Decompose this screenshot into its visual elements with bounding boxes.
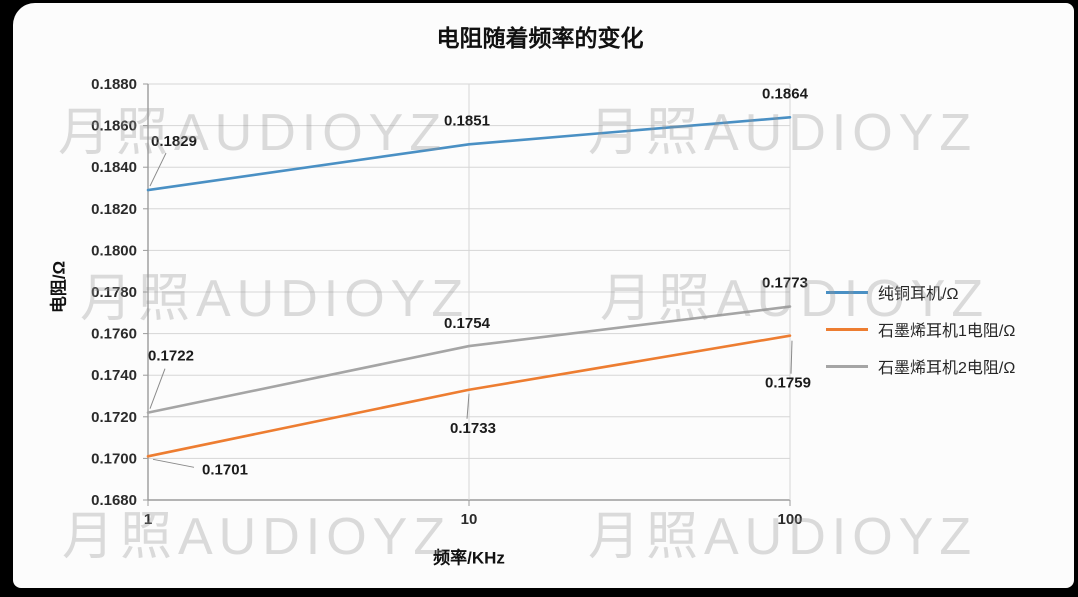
y-tick-label: 0.1820 [91,201,137,218]
chart-canvas [13,3,1074,588]
legend-item-copper: 纯铜耳机/Ω [826,280,1015,304]
data-label-leader [466,393,470,419]
legend-item-graphene-1: 石墨烯耳机1电阻/Ω [826,317,1015,341]
data-label: 0.1773 [762,275,808,292]
data-label: 0.1829 [151,133,197,150]
series-line [146,334,792,458]
data-label-leader [149,152,167,187]
legend-line-sample [826,290,868,294]
y-tick-label: 0.1780 [91,284,137,301]
legend-item-graphene-2: 石墨烯耳机2电阻/Ω [826,354,1015,378]
y-tick-label: 0.1840 [91,159,137,176]
legend-line-sample [826,364,868,368]
x-tick-label: 1 [144,511,152,528]
legend-line-sample [826,327,868,331]
legend: 纯铜耳机/Ω 石墨烯耳机1电阻/Ω 石墨烯耳机2电阻/Ω [826,280,1015,391]
data-label: 0.1754 [444,315,491,332]
data-label-leader [790,340,793,374]
legend-label: 石墨烯耳机1电阻/Ω [878,323,1016,340]
data-label: 0.1759 [765,375,811,392]
y-tick-label: 0.1720 [91,409,137,426]
legend-label: 石墨烯耳机2电阻/Ω [878,360,1016,377]
y-tick-label: 0.1860 [91,118,137,135]
y-tick-label: 0.1700 [91,450,137,467]
x-tick-label: 10 [461,511,478,528]
data-label-leader [149,368,166,409]
y-tick-label: 0.1740 [91,367,137,384]
y-tick-label: 0.1800 [91,242,137,259]
legend-label: 纯铜耳机/Ω [878,286,959,303]
data-label: 0.1864 [762,85,809,102]
data-label: 0.1722 [148,348,194,365]
y-tick-label: 0.1880 [91,76,137,93]
data-label: 0.1851 [444,112,490,129]
series-line [146,115,792,192]
data-label: 0.1701 [202,461,248,478]
x-tick-label: 100 [777,511,802,528]
y-tick-label: 0.1680 [91,492,137,509]
data-label-leader [152,458,195,468]
y-axis-title: 电阻/Ω [49,260,69,314]
x-axis-title: 频率/KHz [433,548,505,568]
series-line [146,305,792,414]
y-tick-label: 0.1760 [91,326,137,343]
data-label: 0.1733 [450,420,496,437]
chart-title: 电阻随着频率的变化 [436,25,644,51]
